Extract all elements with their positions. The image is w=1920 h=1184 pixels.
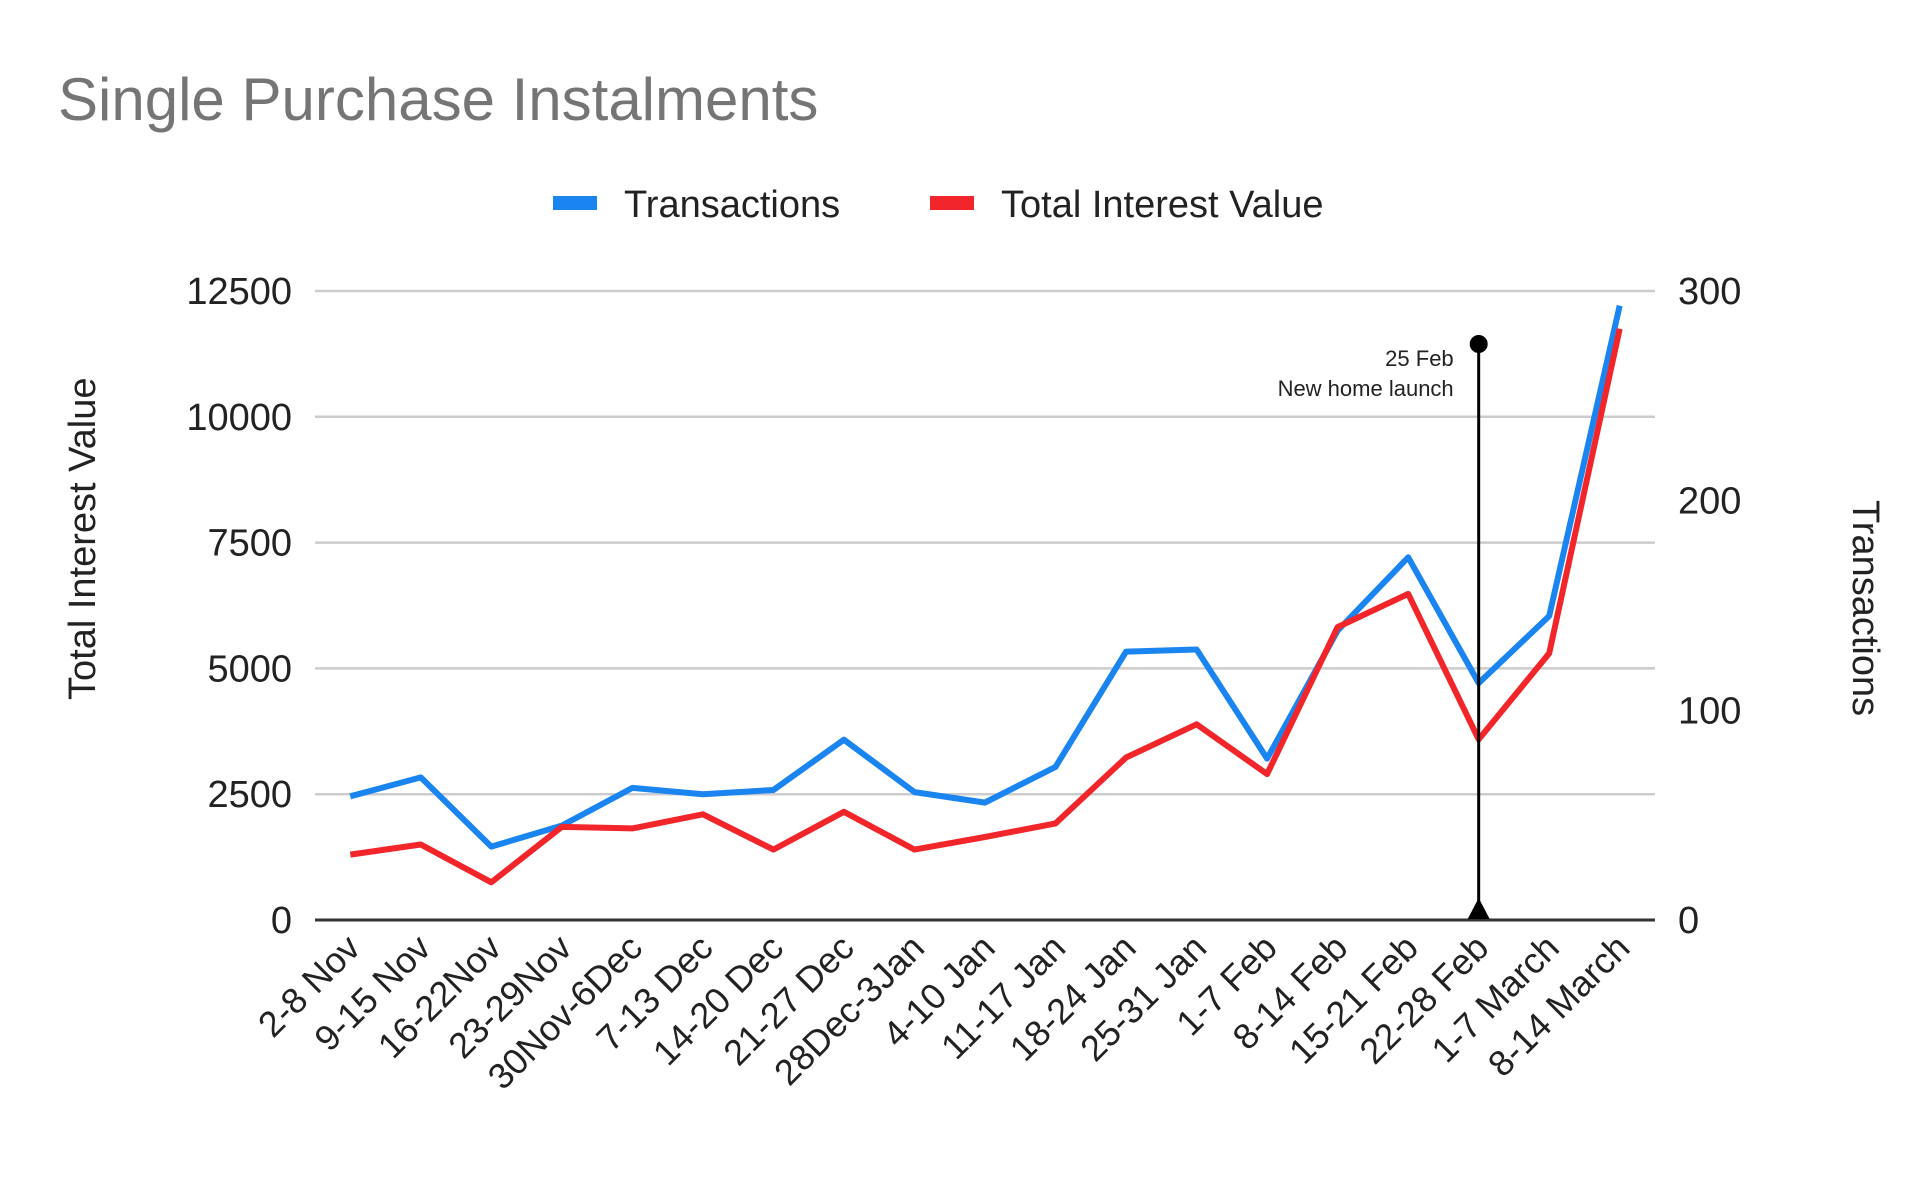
right-tick-label: 300 bbox=[1678, 271, 1741, 313]
right-axis-title: Transactions bbox=[1844, 500, 1886, 716]
left-tick-label: 5000 bbox=[207, 648, 292, 690]
right-tick-label: 100 bbox=[1678, 690, 1741, 732]
left-tick-label: 7500 bbox=[207, 523, 292, 565]
legend-swatch-transactions bbox=[553, 196, 597, 210]
annotation: 25 Feb New home launch bbox=[1278, 335, 1490, 919]
left-tick-label: 10000 bbox=[186, 397, 292, 439]
legend-label-total-interest-value: Total Interest Value bbox=[1001, 184, 1323, 226]
right-axis-ticks: 0 100 200 300 bbox=[1678, 271, 1741, 942]
right-tick-label: 200 bbox=[1678, 481, 1741, 523]
left-tick-label: 0 bbox=[271, 900, 292, 942]
left-axis-ticks: 0 2500 5000 7500 10000 12500 bbox=[186, 271, 292, 942]
legend: Transactions Total Interest Value bbox=[553, 184, 1323, 226]
annotation-marker-dot bbox=[1469, 335, 1488, 353]
annotation-label: New home launch bbox=[1278, 376, 1454, 401]
series-lines bbox=[349, 305, 1623, 886]
right-tick-label: 0 bbox=[1678, 900, 1699, 942]
legend-label-transactions: Transactions bbox=[624, 184, 840, 226]
left-tick-label: 12500 bbox=[186, 271, 292, 313]
legend-swatch-total-interest-value bbox=[930, 196, 974, 210]
left-tick-label: 2500 bbox=[207, 774, 292, 816]
annotation-marker-triangle bbox=[1467, 898, 1490, 919]
chart-title: Single Purchase Instalments bbox=[58, 66, 818, 133]
left-axis-title: Total Interest Value bbox=[62, 378, 104, 700]
gridlines bbox=[315, 289, 1655, 922]
annotation-label: 25 Feb bbox=[1385, 346, 1454, 371]
